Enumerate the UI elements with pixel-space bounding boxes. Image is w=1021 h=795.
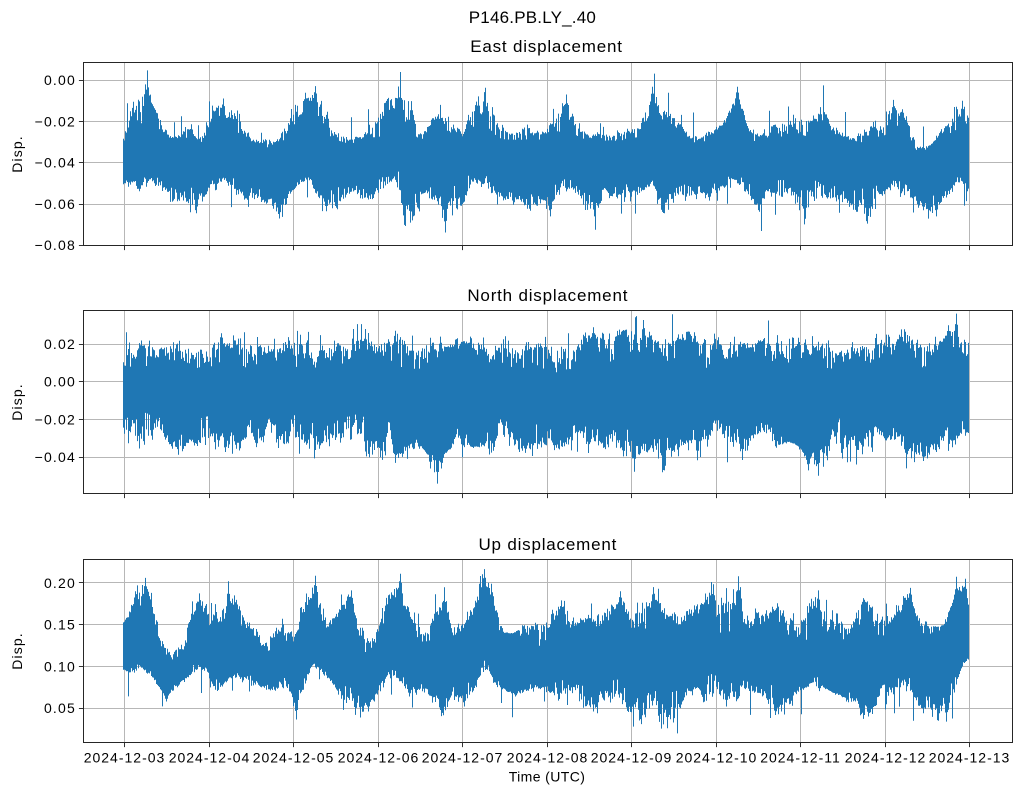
svg-text:0.20: 0.20	[44, 575, 76, 591]
svg-text:0.10: 0.10	[44, 658, 76, 674]
svg-text:2024-12-06: 2024-12-06	[338, 750, 420, 766]
svg-text:P146.PB.LY_.40: P146.PB.LY_.40	[469, 8, 596, 27]
svg-text:Disp.: Disp.	[9, 135, 25, 172]
svg-text:2024-12-08: 2024-12-08	[507, 750, 589, 766]
svg-text:−0.06: −0.06	[35, 196, 76, 212]
svg-text:2024-12-12: 2024-12-12	[845, 750, 927, 766]
svg-text:0.00: 0.00	[44, 374, 76, 390]
svg-text:2024-12-04: 2024-12-04	[169, 750, 251, 766]
svg-text:2024-12-11: 2024-12-11	[760, 750, 841, 766]
svg-text:−0.04: −0.04	[35, 155, 76, 171]
svg-text:−0.08: −0.08	[35, 237, 76, 253]
svg-text:Disp.: Disp.	[9, 632, 25, 669]
svg-text:2024-12-05: 2024-12-05	[253, 750, 335, 766]
svg-text:−0.04: −0.04	[35, 449, 76, 465]
svg-text:2024-12-09: 2024-12-09	[591, 750, 673, 766]
svg-text:0.15: 0.15	[44, 617, 76, 633]
svg-text:East displacement: East displacement	[470, 37, 623, 56]
svg-text:2024-12-13: 2024-12-13	[929, 750, 1011, 766]
svg-text:0.02: 0.02	[44, 336, 76, 352]
svg-text:2024-12-07: 2024-12-07	[422, 750, 504, 766]
svg-text:2024-12-03: 2024-12-03	[84, 750, 166, 766]
svg-text:0.00: 0.00	[44, 72, 76, 88]
svg-text:0.05: 0.05	[44, 700, 76, 716]
svg-text:Up displacement: Up displacement	[478, 535, 617, 554]
svg-text:Time (UTC): Time (UTC)	[509, 768, 586, 784]
svg-text:North displacement: North displacement	[467, 286, 628, 305]
svg-text:−0.02: −0.02	[35, 114, 76, 130]
svg-text:Disp.: Disp.	[9, 383, 25, 420]
svg-text:2024-12-10: 2024-12-10	[676, 750, 758, 766]
svg-text:−0.02: −0.02	[35, 411, 76, 427]
